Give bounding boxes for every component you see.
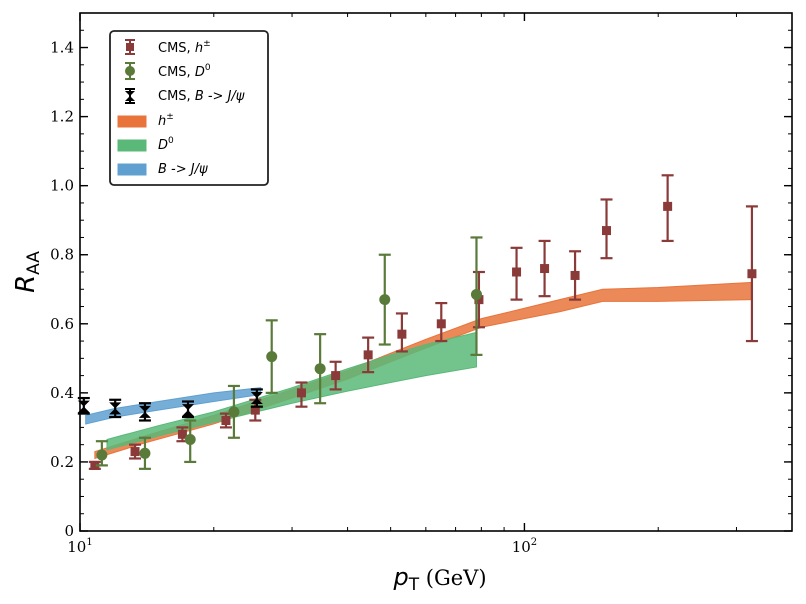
legend-entry-band-d0: D0 (117, 136, 174, 153)
data-point-s0-16 (745, 205, 758, 343)
legend-entry-cms-h: CMS, h± (125, 39, 211, 56)
axis-ticks: 0 0.2 0.4 0.6 0.8 1.0 1.2 1.4 101 102 (50, 12, 793, 556)
legend-label-cms-h: CMS, h± (158, 39, 211, 56)
data-point-s0-13 (569, 250, 582, 301)
legend-box (109, 30, 269, 186)
data-point-s0-0 (88, 460, 101, 470)
legend-entry-cms-bjpsi: CMS, B -> J/ψ (125, 88, 245, 104)
legend-entry-band-bjpsi: B -> J/ψ (117, 162, 208, 177)
y-tick-label-7: 1.4 (50, 39, 74, 57)
y-tick-label-3: 0.6 (50, 315, 74, 333)
legend-label-cms-bjpsi: CMS, B -> J/ψ (158, 89, 245, 104)
data-point-s1-1 (138, 436, 151, 470)
data-point-s1-2 (184, 419, 197, 464)
legend-label-cms-d0: CMS, D0 (158, 63, 211, 80)
y-tick-label-4: 0.8 (50, 246, 74, 264)
data-point-s2-3 (182, 400, 195, 419)
data-point-s1-0 (95, 440, 108, 467)
y-axis-label: RAA (11, 251, 44, 293)
x-axis-label: pT (GeV) (392, 563, 486, 595)
data-point-s2-2 (138, 402, 151, 422)
y-tick-label-5: 1.0 (50, 177, 74, 195)
y-tick-label-2: 0.4 (50, 384, 74, 402)
data-point-s0-6 (329, 360, 342, 391)
data-point-s0-9 (435, 301, 448, 343)
y-tick-label-6: 1.2 (50, 108, 74, 126)
data-point-s1-4 (265, 319, 278, 394)
data-point-s0-10 (472, 270, 485, 329)
x-axis-label-var: p (392, 563, 408, 591)
data-point-s0-12 (538, 239, 551, 298)
data-point-s0-7 (362, 336, 375, 374)
y-axis-label-sub: AA (24, 251, 44, 275)
y-tick-label-1: 0.2 (50, 453, 74, 471)
data-point-s1-7 (470, 236, 483, 356)
data-point-s1-5 (314, 333, 327, 405)
data-point-s0-11 (510, 246, 523, 301)
data-point-s1-3 (227, 384, 240, 439)
data-point-s1-6 (378, 253, 391, 346)
data-point-s0-1 (129, 443, 142, 460)
data-point-s2-1 (109, 398, 122, 419)
legend-label-band-d0: D0 (158, 136, 174, 153)
y-axis-label-var: R (11, 275, 41, 293)
data-point-s0-5 (295, 381, 308, 408)
data-point-s0-15 (661, 174, 674, 243)
y-tick-label-0: 0 (64, 522, 74, 540)
legend-label-band-h: h± (158, 112, 174, 129)
legend: CMS, h± CMS, D0 CMS, B -> J/ψ h± D0 B ->… (109, 30, 269, 186)
x-axis-label-sub: T (408, 575, 420, 595)
legend-entry-band-h: h± (117, 112, 174, 129)
data-point-s2-4 (250, 388, 263, 408)
model-band-1 (106, 331, 477, 451)
legend-label-band-bjpsi: B -> J/ψ (158, 162, 208, 177)
data-point-s0-14 (600, 198, 613, 260)
x-tick-label-1: 102 (512, 537, 537, 556)
x-axis-label-unit: (GeV) (419, 566, 486, 590)
x-tick-label-0: 101 (67, 537, 92, 556)
data-point-s0-8 (395, 312, 408, 353)
legend-entry-cms-d0: CMS, D0 (125, 62, 211, 80)
